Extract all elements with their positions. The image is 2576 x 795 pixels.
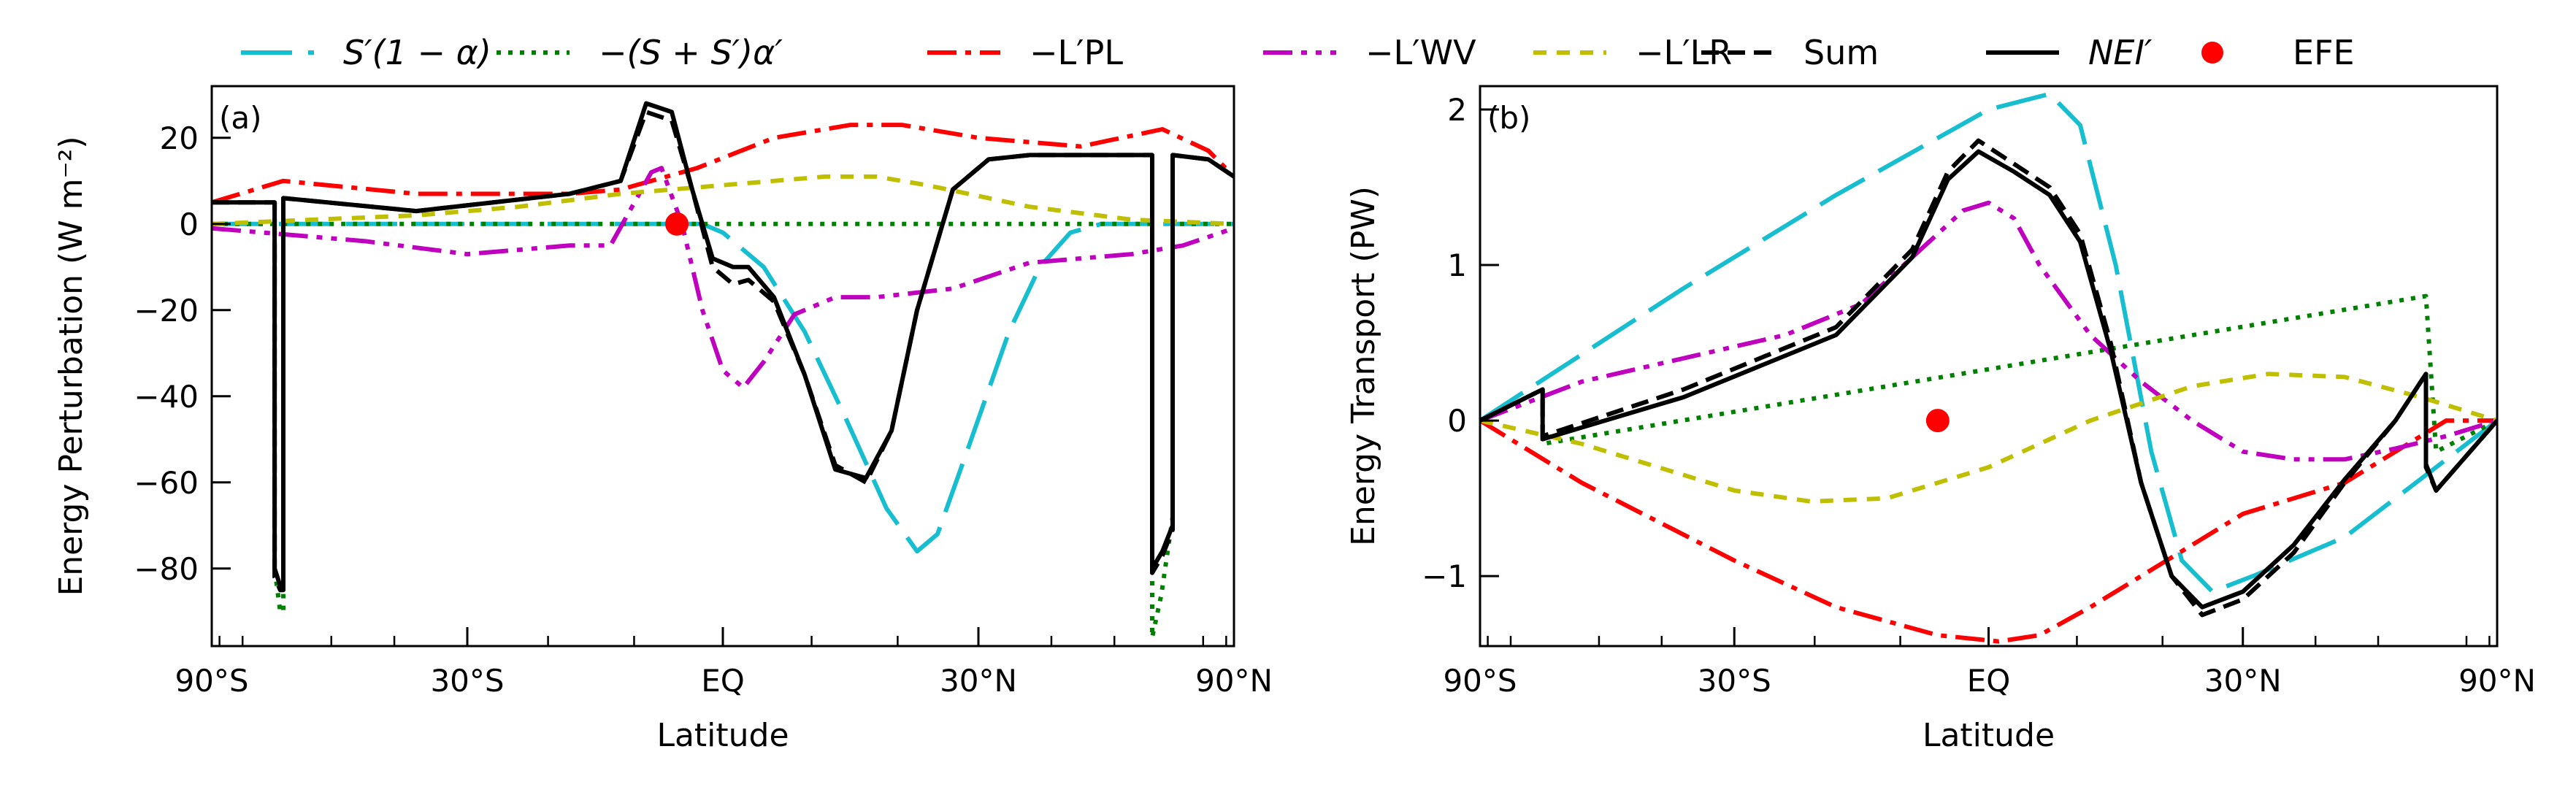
legend-label-wv: −L′WV: [1365, 33, 1476, 72]
series-line-nei: [212, 101, 1234, 588]
y-tick-label: −20: [134, 293, 199, 329]
series-line-sw: [1480, 91, 2497, 594]
y-tick-label: −1: [1422, 558, 1467, 594]
panel-label: (a): [219, 100, 262, 136]
y-tick-label: −80: [134, 551, 199, 587]
x-tick-label: 30°S: [430, 663, 504, 699]
series-line-wv: [1480, 200, 2497, 462]
legend-label-sw: S′(1 − α): [343, 33, 491, 72]
legend-label-sum: Sum: [1803, 33, 1879, 72]
legend-label-efe: EFE: [2293, 33, 2355, 72]
x-axis-title: Latitude: [1923, 717, 2055, 754]
x-axis-title: Latitude: [656, 717, 789, 754]
y-tick-label: 0: [1447, 403, 1467, 439]
panel-label: (b): [1487, 100, 1530, 136]
x-tick-label: 90°N: [2458, 663, 2536, 699]
legend-efe-marker: [2201, 42, 2223, 64]
y-axis-title: Energy Perturbation (W m⁻²): [53, 136, 90, 596]
y-tick-label: −60: [134, 465, 199, 501]
legend-item-sum: Sum: [1701, 33, 1879, 72]
series-line-lr: [212, 174, 1234, 226]
legend-item-pl: −L′PL: [927, 33, 1123, 72]
legend-label-nei: NEI′: [2088, 33, 2153, 72]
legend-item-efe: EFE: [2201, 33, 2355, 72]
x-tick-label: 90°S: [175, 663, 248, 699]
y-tick-label: 20: [160, 120, 199, 156]
x-tick-label: EQ: [1967, 663, 2011, 699]
legend-label-pl: −L′PL: [1030, 33, 1123, 72]
legend-item-nei: NEI′: [1986, 33, 2153, 72]
legend-item-alb: −(S + S′)α′: [497, 33, 783, 72]
panel-a: 90°S 30°S EQ 30°N 90°N 20 0 −20 −40 −60 −80 (a) Lati…: [53, 85, 1273, 754]
series-line-pl: [1480, 418, 2497, 644]
y-tick-label: 0: [179, 207, 199, 242]
legend: S′(1 − α) −(S + S′)α′ −L′PL −L′WV −L′LR Sum NE…: [241, 33, 2355, 72]
legend-item-sw: S′(1 − α): [241, 33, 491, 72]
series-group: [212, 101, 1234, 640]
series-line-pl: [212, 123, 1234, 205]
plot-frame: [1479, 85, 2499, 648]
efe-marker: [665, 212, 689, 236]
y-tick-label: 2: [1447, 92, 1467, 128]
legend-label-alb: −(S + S′)α′: [599, 33, 783, 72]
panel-b: 90°S 30°S EQ 30°N 90°N 2 1 0 −1 (b) Latitude Energy…: [1345, 85, 2536, 754]
x-tick-label: 30°N: [2204, 663, 2282, 699]
plot-frame: [210, 85, 1235, 648]
x-tick-label: 30°S: [1698, 663, 1771, 699]
y-tick-label: 1: [1447, 247, 1467, 283]
x-tick-label: 30°N: [940, 663, 1017, 699]
y-axis-title: Energy Transport (PW): [1345, 186, 1382, 546]
legend-item-wv: −L′WV: [1263, 33, 1476, 72]
x-tick-label: 90°N: [1195, 663, 1273, 699]
x-tick-label: EQ: [701, 663, 745, 699]
y-tick-label: −40: [134, 379, 199, 415]
series-line-lr: [1480, 372, 2497, 504]
series-line-alb: [212, 221, 1234, 640]
efe-marker: [1925, 409, 1950, 433]
x-tick-label: 90°S: [1443, 663, 1517, 699]
series-line-sum: [212, 110, 1234, 593]
series-group: [1480, 91, 2497, 644]
series-line-nei: [1480, 149, 2497, 610]
